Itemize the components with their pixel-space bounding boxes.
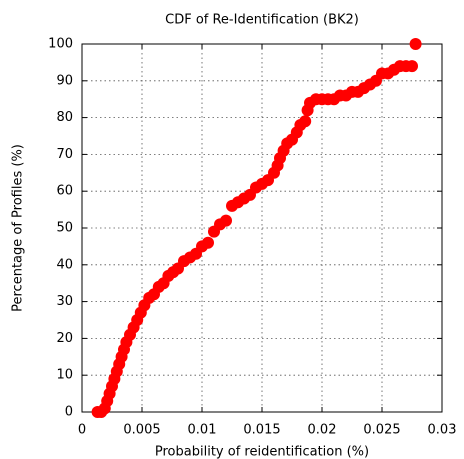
point	[409, 38, 422, 50]
y-tick-label: 90	[56, 73, 73, 88]
point	[406, 60, 418, 73]
point	[220, 214, 232, 227]
y-tick-label: 20	[56, 331, 73, 346]
point	[299, 115, 312, 128]
y-tick-label: 70	[56, 147, 73, 162]
x-tick-label: 0.03	[428, 423, 457, 438]
chart-title: CDF of Re-Identification (BK2)	[165, 13, 359, 28]
x-tick-label: 0.025	[363, 423, 400, 438]
x-tick-label: 0	[78, 423, 86, 438]
y-tick-label: 80	[56, 110, 73, 125]
y-axis-label: Percentage of Profiles (%)	[11, 144, 26, 312]
x-tick-label: 0.005	[123, 423, 160, 438]
y-tick-label: 60	[56, 184, 73, 199]
x-tick-label: 0.02	[308, 423, 337, 438]
x-tick-label: 0.01	[188, 423, 217, 438]
x-tick-label: 0.015	[243, 423, 280, 438]
x-axis-label: Probability of reidentification (%)	[155, 445, 369, 459]
plot-frame	[81, 43, 443, 413]
y-tick-label: 30	[56, 294, 73, 309]
y-tick-label: 50	[56, 221, 73, 236]
point	[202, 236, 214, 249]
y-tick-label: 40	[56, 257, 73, 272]
y-tick-label: 100	[48, 37, 73, 52]
y-tick-label: 0	[65, 405, 73, 420]
y-tick-label: 10	[56, 368, 73, 383]
